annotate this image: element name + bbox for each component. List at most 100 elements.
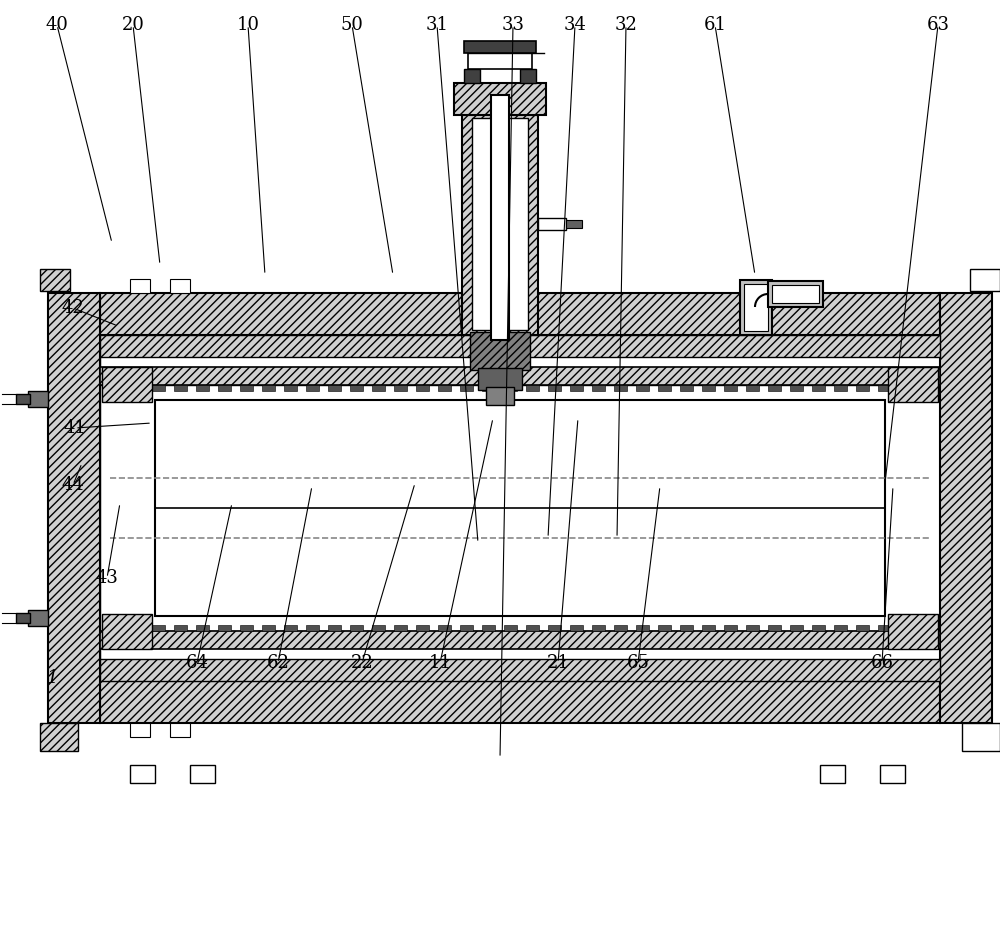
Bar [196, 385, 209, 391]
Bar [888, 367, 938, 402]
Bar [658, 625, 671, 631]
Text: 65: 65 [627, 654, 649, 672]
Bar [170, 723, 190, 737]
Bar [658, 385, 671, 391]
Text: 43: 43 [96, 569, 118, 587]
Text: 44: 44 [62, 476, 84, 494]
Bar [740, 280, 772, 307]
Bar [962, 723, 1000, 751]
Bar [940, 293, 992, 723]
Bar [28, 610, 48, 626]
Text: 31: 31 [426, 16, 448, 34]
Bar [812, 625, 825, 631]
Bar [768, 385, 781, 391]
Bar [486, 387, 514, 405]
Bar [592, 625, 605, 631]
Bar [284, 385, 297, 391]
Bar [878, 625, 891, 631]
Bar [570, 625, 583, 631]
Bar [526, 385, 539, 391]
Bar [284, 625, 297, 631]
Bar [100, 659, 940, 681]
Bar [878, 385, 891, 391]
Bar [240, 625, 253, 631]
Bar [394, 625, 407, 631]
Bar [856, 385, 869, 391]
Text: 40: 40 [46, 16, 68, 34]
Text: 41: 41 [64, 419, 86, 437]
Bar [538, 218, 566, 230]
Bar [880, 765, 905, 783]
Bar [570, 385, 583, 391]
Bar [28, 391, 48, 407]
Bar [130, 765, 155, 783]
Bar [130, 625, 143, 631]
Bar [196, 625, 209, 631]
Bar [460, 625, 473, 631]
Bar [416, 385, 429, 391]
Bar [350, 625, 363, 631]
Bar [328, 385, 341, 391]
Bar [460, 385, 473, 391]
Bar [100, 681, 940, 723]
Text: 10: 10 [237, 16, 260, 34]
Text: 42: 42 [62, 299, 84, 317]
Bar [468, 53, 532, 69]
Bar [16, 613, 30, 623]
Bar [772, 285, 819, 303]
Text: 64: 64 [186, 654, 208, 672]
Bar [472, 118, 528, 330]
Text: 20: 20 [122, 16, 144, 34]
Bar [152, 385, 165, 391]
Bar [768, 281, 823, 307]
Bar [262, 385, 275, 391]
Bar [482, 385, 495, 391]
Bar [438, 385, 451, 391]
Bar [174, 385, 187, 391]
Bar [478, 368, 522, 390]
Text: 32: 32 [615, 16, 637, 34]
Bar [16, 394, 30, 404]
Text: 61: 61 [704, 16, 726, 34]
Bar [820, 765, 845, 783]
Text: 33: 33 [502, 16, 524, 34]
Bar [372, 385, 385, 391]
Bar [100, 631, 940, 649]
Bar [746, 385, 759, 391]
Bar [834, 625, 847, 631]
Bar [680, 625, 693, 631]
Bar [900, 385, 913, 391]
Bar [262, 625, 275, 631]
Bar [744, 284, 768, 331]
Bar [548, 625, 561, 631]
Text: 66: 66 [870, 654, 894, 672]
Bar [130, 385, 143, 391]
Text: 11: 11 [428, 654, 452, 672]
Bar [394, 385, 407, 391]
Bar [155, 400, 885, 616]
Text: 1: 1 [46, 669, 58, 687]
Text: 34: 34 [564, 16, 586, 34]
Bar [170, 279, 190, 293]
Bar [724, 385, 737, 391]
Bar [350, 385, 363, 391]
Bar [614, 625, 627, 631]
Bar [812, 385, 825, 391]
Bar [416, 625, 429, 631]
Bar [592, 385, 605, 391]
Bar [102, 614, 152, 649]
Bar [482, 625, 495, 631]
Bar [790, 385, 803, 391]
Bar [152, 625, 165, 631]
Bar [526, 625, 539, 631]
Bar [100, 367, 940, 385]
Bar [768, 625, 781, 631]
Bar [856, 625, 869, 631]
Bar [48, 293, 100, 723]
Bar [970, 269, 1000, 291]
Bar [491, 95, 509, 340]
Bar [130, 279, 150, 293]
Bar [218, 625, 231, 631]
Bar [566, 220, 582, 228]
Bar [100, 385, 940, 631]
